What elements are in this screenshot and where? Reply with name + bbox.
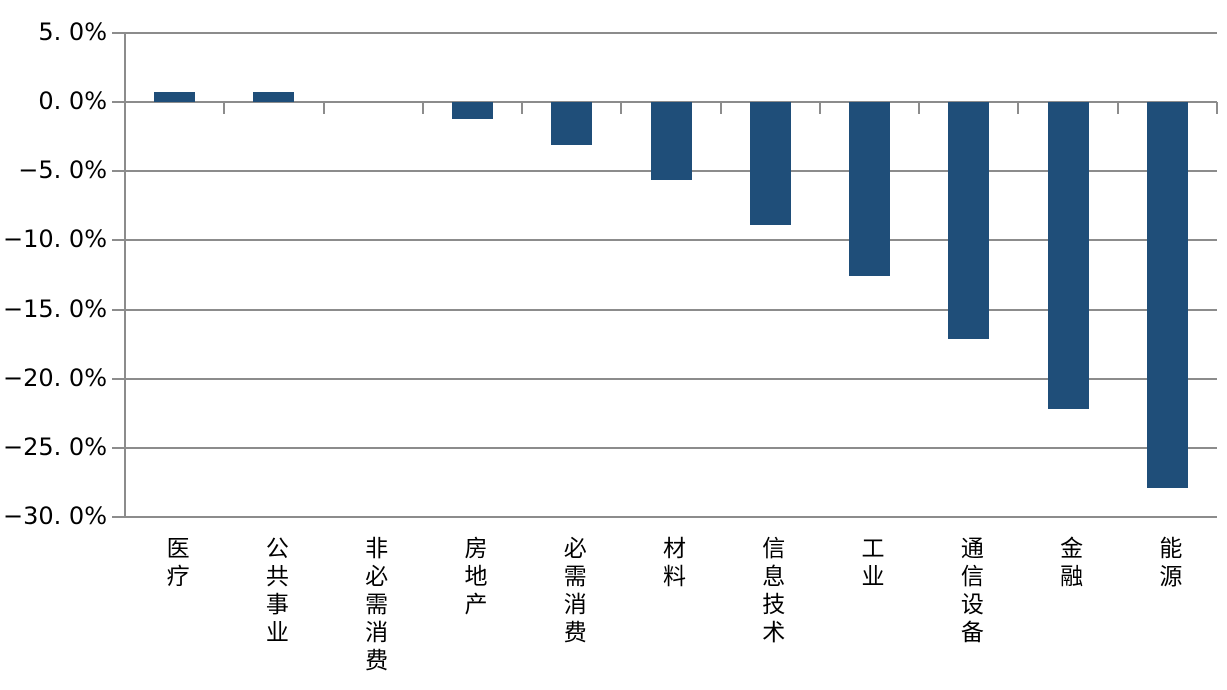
- y-tick-label: −10. 0%: [3, 225, 107, 254]
- category-label: 必需消费: [559, 536, 586, 648]
- gridline: [125, 32, 1217, 34]
- category-label: 通信设备: [956, 536, 983, 648]
- bar: [154, 92, 196, 103]
- y-tick: [112, 32, 125, 34]
- y-tick-label: −5. 0%: [18, 156, 107, 185]
- x-tick: [322, 102, 325, 115]
- x-tick: [818, 102, 821, 115]
- x-tick: [1216, 102, 1218, 115]
- gridline: [125, 308, 1217, 311]
- x-tick: [521, 102, 524, 115]
- x-tick: [1116, 102, 1119, 115]
- bar: [849, 102, 891, 277]
- y-tick: [112, 446, 125, 449]
- bar: [451, 102, 493, 119]
- gridline: [125, 516, 1217, 518]
- x-tick: [223, 102, 226, 115]
- bar: [551, 102, 593, 145]
- gridline: [125, 446, 1217, 449]
- y-tick-label: −25. 0%: [3, 432, 107, 461]
- x-tick: [719, 102, 722, 115]
- gridline: [125, 239, 1217, 242]
- bar: [749, 102, 791, 226]
- category-label: 信息技术: [757, 536, 784, 648]
- bar: [253, 92, 295, 103]
- x-tick: [421, 102, 424, 115]
- y-tick: [112, 170, 125, 173]
- bar: [650, 102, 692, 180]
- y-tick-label: −20. 0%: [3, 363, 107, 392]
- x-tick: [918, 102, 921, 115]
- category-label: 材料: [658, 536, 685, 592]
- category-label: 工业: [857, 536, 884, 592]
- bar: [1047, 102, 1089, 410]
- y-tick: [112, 516, 125, 518]
- category-label: 金融: [1055, 536, 1082, 592]
- category-label: 医疗: [162, 536, 189, 592]
- x-tick: [620, 102, 623, 115]
- y-tick-label: −30. 0%: [3, 501, 107, 530]
- category-label: 房地产: [459, 536, 486, 620]
- y-axis-line: [124, 33, 126, 517]
- bar: [1146, 102, 1188, 488]
- y-tick: [112, 239, 125, 242]
- y-tick-label: 5. 0%: [38, 17, 107, 46]
- y-tick-label: −15. 0%: [3, 294, 107, 323]
- y-tick: [112, 308, 125, 311]
- y-tick: [112, 101, 125, 104]
- y-tick-label: 0. 0%: [38, 87, 107, 116]
- gridline: [125, 377, 1217, 380]
- category-label: 能源: [1154, 536, 1181, 592]
- category-label: 非必需消费: [360, 536, 387, 676]
- category-label: 公共事业: [261, 536, 288, 648]
- bar: [948, 102, 990, 339]
- y-tick: [112, 377, 125, 380]
- x-tick: [1017, 102, 1020, 115]
